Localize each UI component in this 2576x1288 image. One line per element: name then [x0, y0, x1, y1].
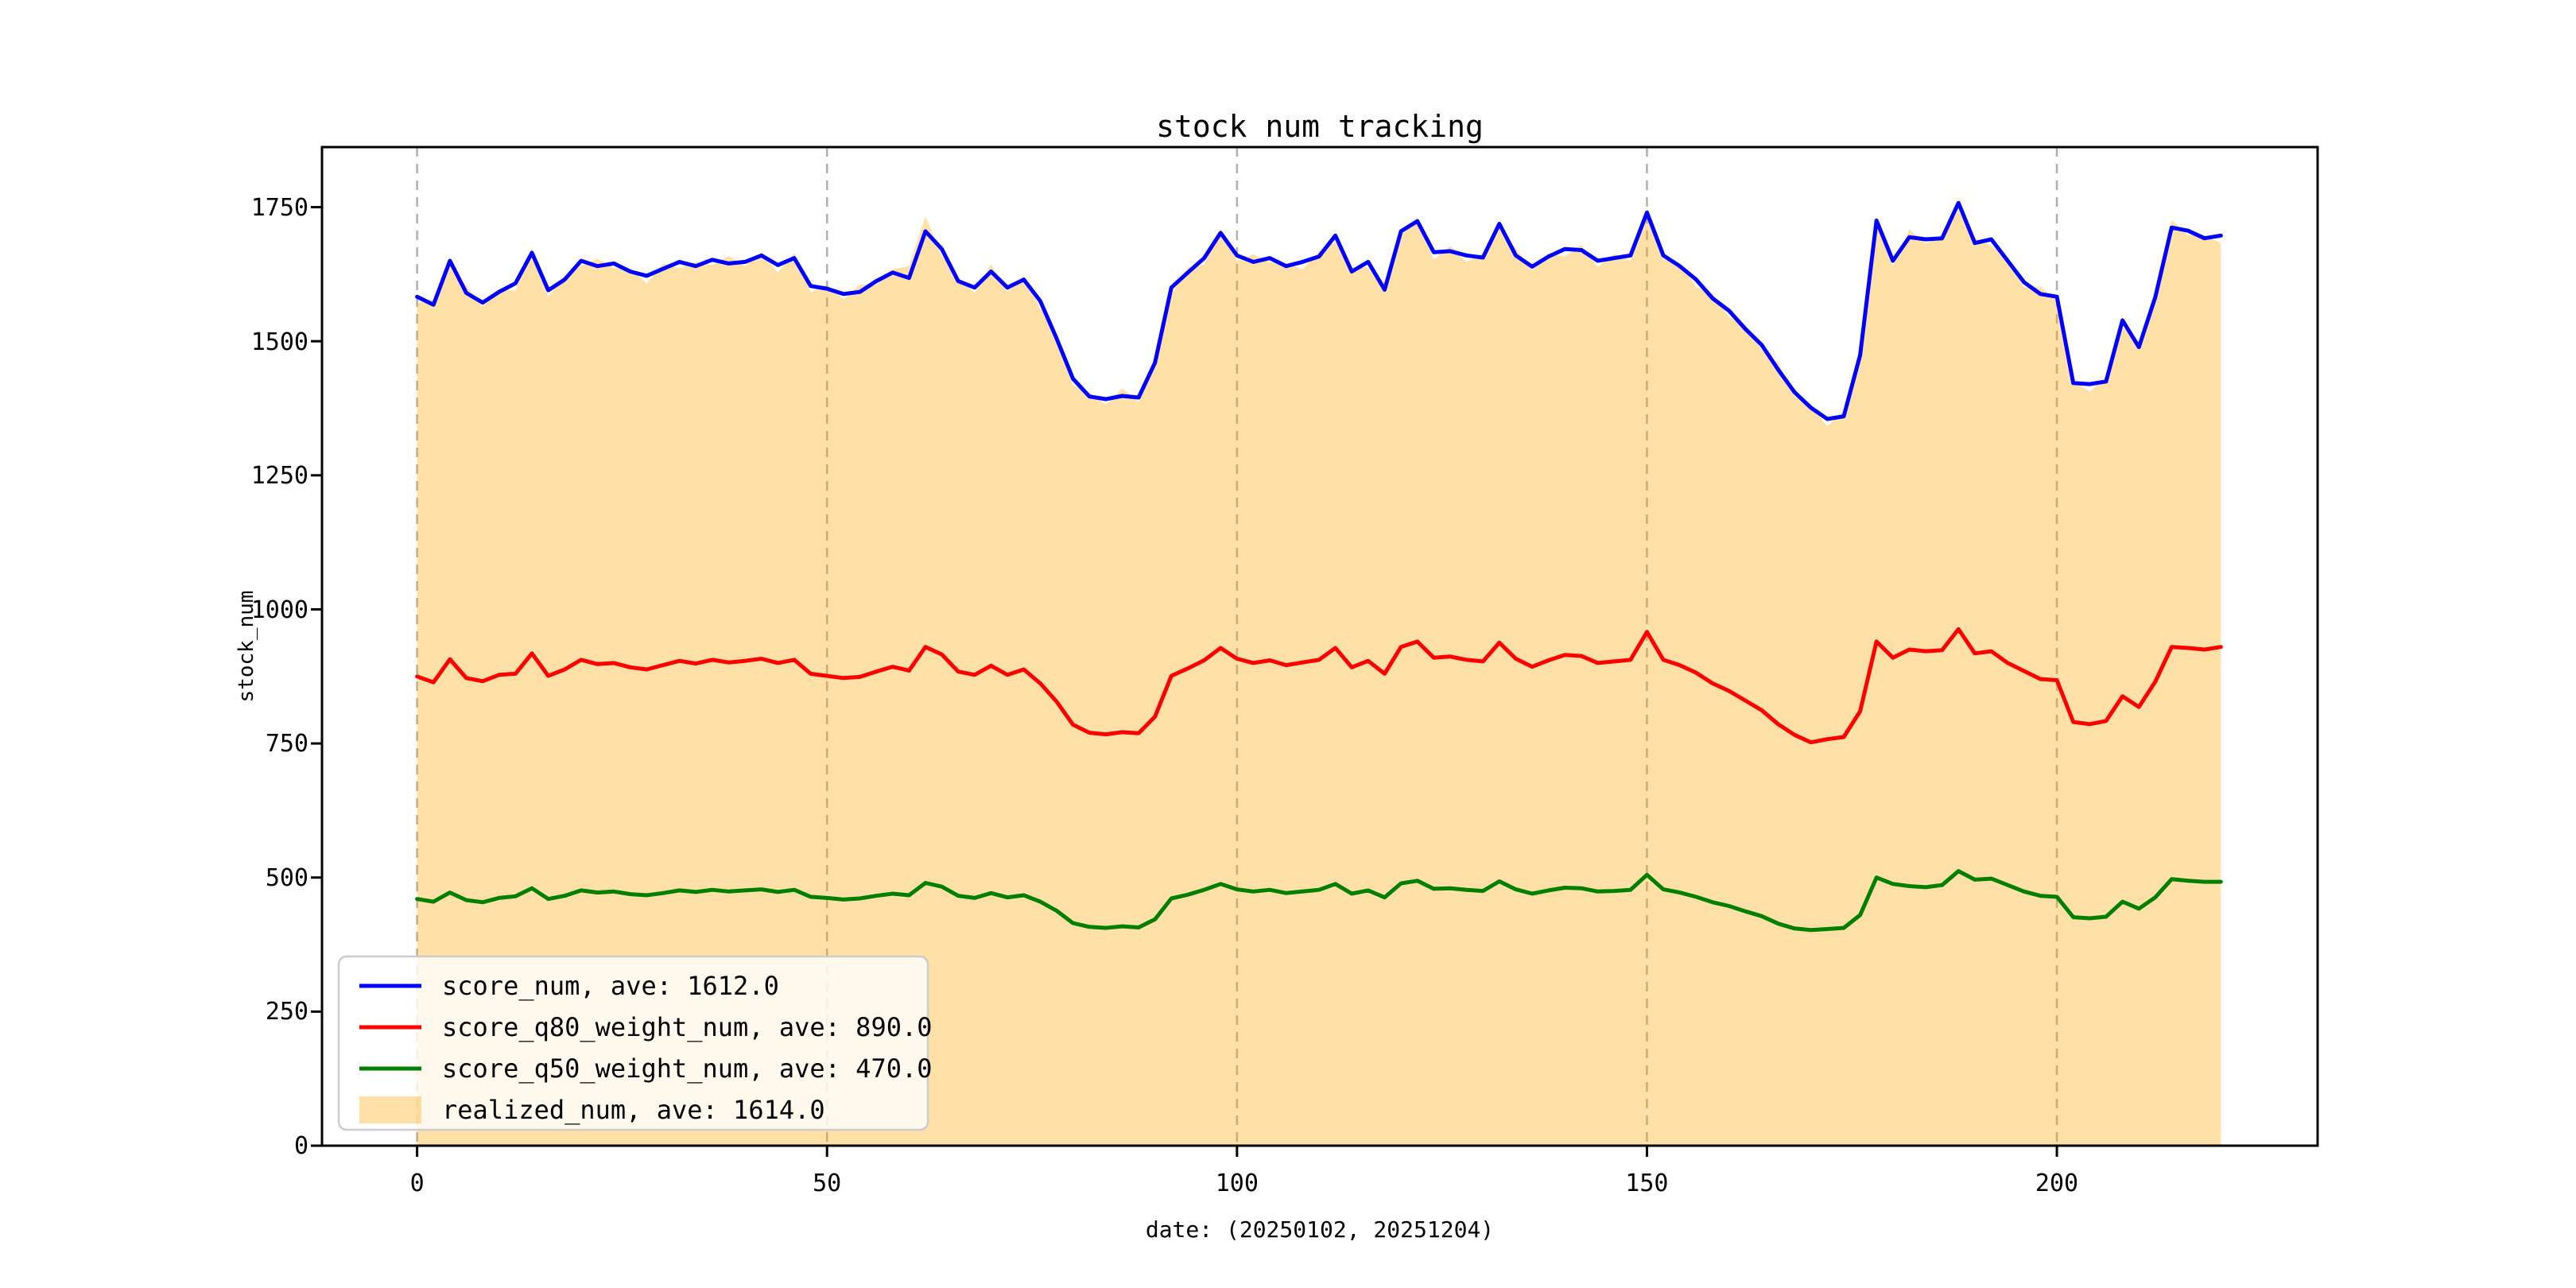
chart-title: stock num tracking: [1156, 109, 1484, 144]
tick-marks: [311, 206, 2058, 1157]
x-tick-label-0: 0: [410, 1170, 425, 1197]
y-tick-label-4: 1000: [251, 596, 308, 624]
y-tick-labels: 0 250 500 750 1000 1250 1500 1750: [251, 194, 308, 1160]
legend-patch-realized-num: [359, 1096, 421, 1123]
legend-label-score-q80-weight-num: score_q80_weight_num, ave: 890.0: [442, 1012, 933, 1042]
y-tick-label-1: 250: [266, 998, 308, 1026]
y-tick-label-6: 1500: [251, 328, 308, 356]
y-tick-label-7: 1750: [251, 194, 308, 222]
series-line-score_num: [415, 200, 2223, 421]
x-tick-label-1: 50: [813, 1170, 841, 1197]
plot-frame: [320, 145, 2319, 1147]
x-tick-label-2: 100: [1216, 1170, 1259, 1197]
y-tick-label-5: 1250: [251, 462, 308, 490]
x-tick-label-4: 200: [2035, 1170, 2078, 1197]
legend-label-realized-num: realized_num, ave: 1614.0: [442, 1095, 825, 1125]
y-tick-label-3: 750: [266, 730, 308, 758]
legend-label-score-num: score_num, ave: 1612.0: [442, 971, 779, 1001]
series-line-score_q50_weight_num: [415, 869, 2223, 933]
y-axis-label: stock_num: [235, 591, 258, 703]
x-tick-label-3: 150: [1625, 1170, 1668, 1197]
x-axis-label: date: (20250102, 20251204): [1146, 1216, 1494, 1243]
realized-area: [417, 209, 2221, 1146]
realized-num-area: [417, 209, 2221, 1146]
legend-box: [337, 955, 929, 1131]
data-lines: [415, 200, 2223, 933]
series-line-score_q80_weight_num: [415, 627, 2223, 745]
x-tick-labels: 0 50 100 150 200: [410, 1170, 2079, 1197]
legend: score_num, ave: 1612.0 score_q80_weight_…: [337, 955, 933, 1131]
legend-label-score-q50-weight-num: score_q50_weight_num, ave: 470.0: [442, 1053, 933, 1084]
y-tick-label-0: 0: [294, 1132, 308, 1160]
y-tick-label-2: 500: [266, 864, 308, 892]
